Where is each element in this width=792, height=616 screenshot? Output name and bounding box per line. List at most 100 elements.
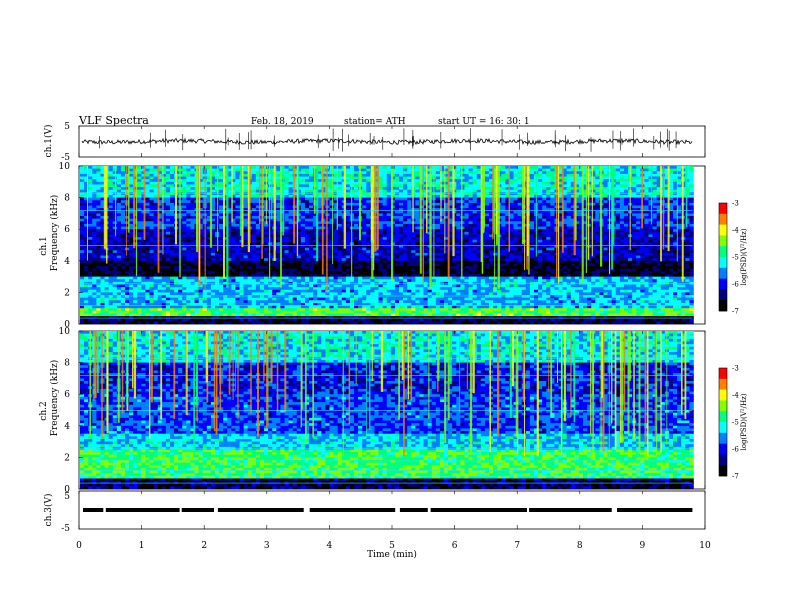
spectrogram-cell xyxy=(407,237,411,240)
spectrogram-cell xyxy=(92,171,96,174)
spectrogram-cell xyxy=(182,219,186,222)
spectrogram-cell xyxy=(182,192,186,195)
spectrogram-cell xyxy=(145,171,149,174)
spectrogram-cell xyxy=(252,182,256,185)
spectrogram-cell xyxy=(518,195,522,198)
spectrogram-cell xyxy=(170,174,174,177)
spectrogram-cell xyxy=(632,213,636,216)
spectrogram-cell xyxy=(542,232,546,235)
spectrogram-cell xyxy=(485,174,489,177)
spectrogram-cell xyxy=(305,179,309,182)
spectrogram-cell xyxy=(109,200,113,203)
spectrogram-cell xyxy=(240,248,244,251)
spectrogram-cell xyxy=(186,203,190,206)
spectrogram-cell xyxy=(113,232,117,235)
spectrogram-cell xyxy=(244,187,248,190)
spectrogram-cell xyxy=(150,224,154,227)
spectrogram-cell xyxy=(219,177,223,180)
spectrogram-cell xyxy=(460,179,464,182)
spectrogram-cell xyxy=(305,234,309,237)
spectrogram-cell xyxy=(346,232,350,235)
spectrogram-cell xyxy=(501,221,505,224)
spectrogram-cell xyxy=(677,187,681,190)
spectrogram-cell xyxy=(395,179,399,182)
spectrogram-cell xyxy=(620,224,624,227)
spectrogram-cell xyxy=(399,174,403,177)
spectrogram-cell xyxy=(235,177,239,180)
spectrogram-cell xyxy=(162,237,166,240)
spectrogram-cell xyxy=(301,219,305,222)
spectrogram-cell xyxy=(546,169,550,172)
spectrogram-cell xyxy=(145,211,149,214)
spectrogram-cell xyxy=(92,169,96,172)
spectrogram-cell xyxy=(542,219,546,222)
spectrogram-cell xyxy=(346,203,350,206)
spectrogram-cell xyxy=(137,240,141,243)
spectrogram-cell xyxy=(436,179,440,182)
spectrogram-cell xyxy=(80,240,84,243)
spectrogram-cell xyxy=(550,187,554,190)
spectrogram-cell xyxy=(80,250,84,253)
spectrogram-cell xyxy=(648,213,652,216)
spectrogram-cell xyxy=(121,234,125,237)
spectrogram-cell xyxy=(383,219,387,222)
spectrogram-cell xyxy=(538,190,542,193)
spectrogram-cell xyxy=(109,187,113,190)
spectrogram-cell xyxy=(268,242,272,245)
spectrogram-cell xyxy=(284,237,288,240)
spectrogram-cell xyxy=(141,240,145,243)
spectrogram-cell xyxy=(395,195,399,198)
spectrogram-cell xyxy=(166,198,170,201)
spectrogram-cell xyxy=(362,187,366,190)
spectrogram-cell xyxy=(440,229,444,232)
spectrogram-cell xyxy=(648,190,652,193)
spectrogram-cell xyxy=(284,182,288,185)
spectrogram-cell xyxy=(113,192,117,195)
spectrogram-cell xyxy=(473,240,477,243)
spectrogram-cell xyxy=(88,216,92,219)
spectrogram-cell xyxy=(154,213,158,216)
spectrogram-cell xyxy=(362,240,366,243)
spectrogram-cell xyxy=(137,242,141,245)
spectrogram-cell xyxy=(301,211,305,214)
spectrogram-cell xyxy=(501,206,505,209)
spectrogram-cell xyxy=(567,187,571,190)
spectrogram-cell xyxy=(456,250,460,253)
spectrogram-cell xyxy=(289,227,293,230)
spectrogram-cell xyxy=(550,171,554,174)
spectrogram-cell xyxy=(501,166,505,169)
spectrogram-cell xyxy=(403,227,407,230)
spectrogram-cell xyxy=(186,169,190,172)
spectrogram-cell xyxy=(456,177,460,180)
spectrogram-cell xyxy=(648,174,652,177)
spectrogram-cell xyxy=(305,229,309,232)
spectrogram-cell xyxy=(166,240,170,243)
spectrogram-cell xyxy=(620,242,624,245)
spectrogram-cell xyxy=(460,213,464,216)
spectrogram-cell xyxy=(477,187,481,190)
spectrogram-cell xyxy=(673,250,677,253)
spectrogram-cell xyxy=(354,179,358,182)
spectrogram-cell xyxy=(244,169,248,172)
spectrogram-cell xyxy=(235,224,239,227)
spectrogram-cell xyxy=(284,240,288,243)
spectrogram-cell xyxy=(673,169,677,172)
spectrogram-cell xyxy=(509,221,513,224)
spectrogram-cell xyxy=(235,240,239,243)
spectrogram-cell xyxy=(595,177,599,180)
spectrogram-cell xyxy=(403,206,407,209)
spectrogram-cell xyxy=(383,250,387,253)
spectrogram-cell xyxy=(546,211,550,214)
spectrogram-cell xyxy=(154,232,158,235)
spectrogram-cell xyxy=(252,237,256,240)
spectrogram-cell xyxy=(460,232,464,235)
spectrogram-cell xyxy=(154,224,158,227)
spectrogram-cell xyxy=(309,216,313,219)
spectrogram-cell xyxy=(424,248,428,251)
spectrogram-cell xyxy=(329,221,333,224)
spectrogram-cell xyxy=(150,248,154,251)
spectrogram-cell xyxy=(640,229,644,232)
spectrogram-cell xyxy=(469,174,473,177)
spectrogram-cell xyxy=(456,242,460,245)
spectrogram-cell xyxy=(436,232,440,235)
